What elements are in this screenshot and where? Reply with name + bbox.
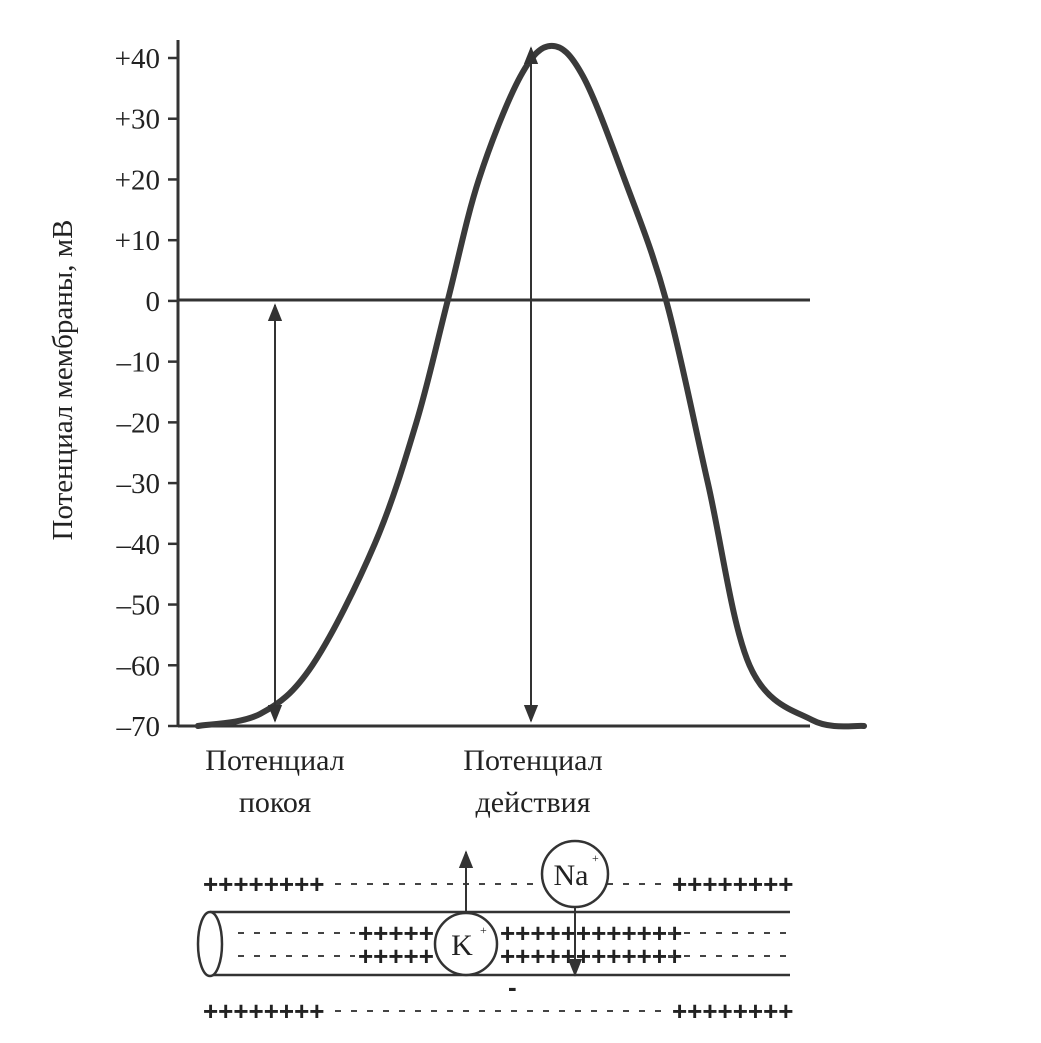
y-tick-label: 0 — [146, 286, 161, 318]
inner-top-charges: +++++ — [358, 918, 434, 948]
inner-bottom-charges: +++++ — [358, 941, 434, 971]
y-tick-label: +40 — [115, 43, 160, 75]
y-tick-label: –10 — [116, 347, 161, 379]
outer-bottom-right-charges: ++++++++ — [672, 996, 793, 1026]
y-tick-label: +10 — [115, 225, 160, 257]
y-tick-label: –30 — [116, 468, 161, 500]
outer-top-left-charges: ++++++++ — [203, 869, 324, 899]
y-tick-label: –50 — [116, 590, 161, 622]
inner-bottom-right-charges: ++++++++++++ — [500, 941, 682, 971]
na-ion-label: Na — [554, 859, 589, 892]
minus-sign: - — [508, 972, 517, 1002]
resting-potential-label-1: Потенциал — [205, 744, 344, 777]
axon-end-cap — [196, 910, 224, 978]
y-tick-label: –20 — [116, 407, 161, 439]
action-potential-label-2: действия — [475, 786, 590, 819]
resting-potential-label-2: покоя — [239, 786, 312, 819]
y-tick-label: –60 — [116, 650, 161, 682]
action-potential-label-1: Потенциал — [463, 744, 602, 777]
y-tick-label: –70 — [116, 711, 161, 743]
outer-top-right-charges: ++++++++ — [672, 869, 793, 899]
outer-bottom-left-charges: ++++++++ — [203, 996, 324, 1026]
y-tick-label: +20 — [115, 164, 160, 196]
inner-top-right-charges: ++++++++++++ — [500, 918, 682, 948]
y-tick-label: +30 — [115, 104, 160, 136]
axon-diagram: ++++++++ ++++++++ +++++ ++++++++++++ +++… — [196, 839, 793, 1026]
k-ion-circle — [433, 911, 499, 977]
y-tick-label: –40 — [116, 529, 161, 561]
y-axis-label: Потенциал мембраны, мВ — [47, 220, 79, 541]
y-ticks: +40 +30 +20 +10 0 –10 –20 –30 –40 –50 –60 –70 — [115, 43, 178, 743]
na-ion-charge: + — [592, 851, 599, 865]
k-ion-charge: + — [480, 923, 487, 937]
k-ion-label: K — [451, 929, 473, 962]
